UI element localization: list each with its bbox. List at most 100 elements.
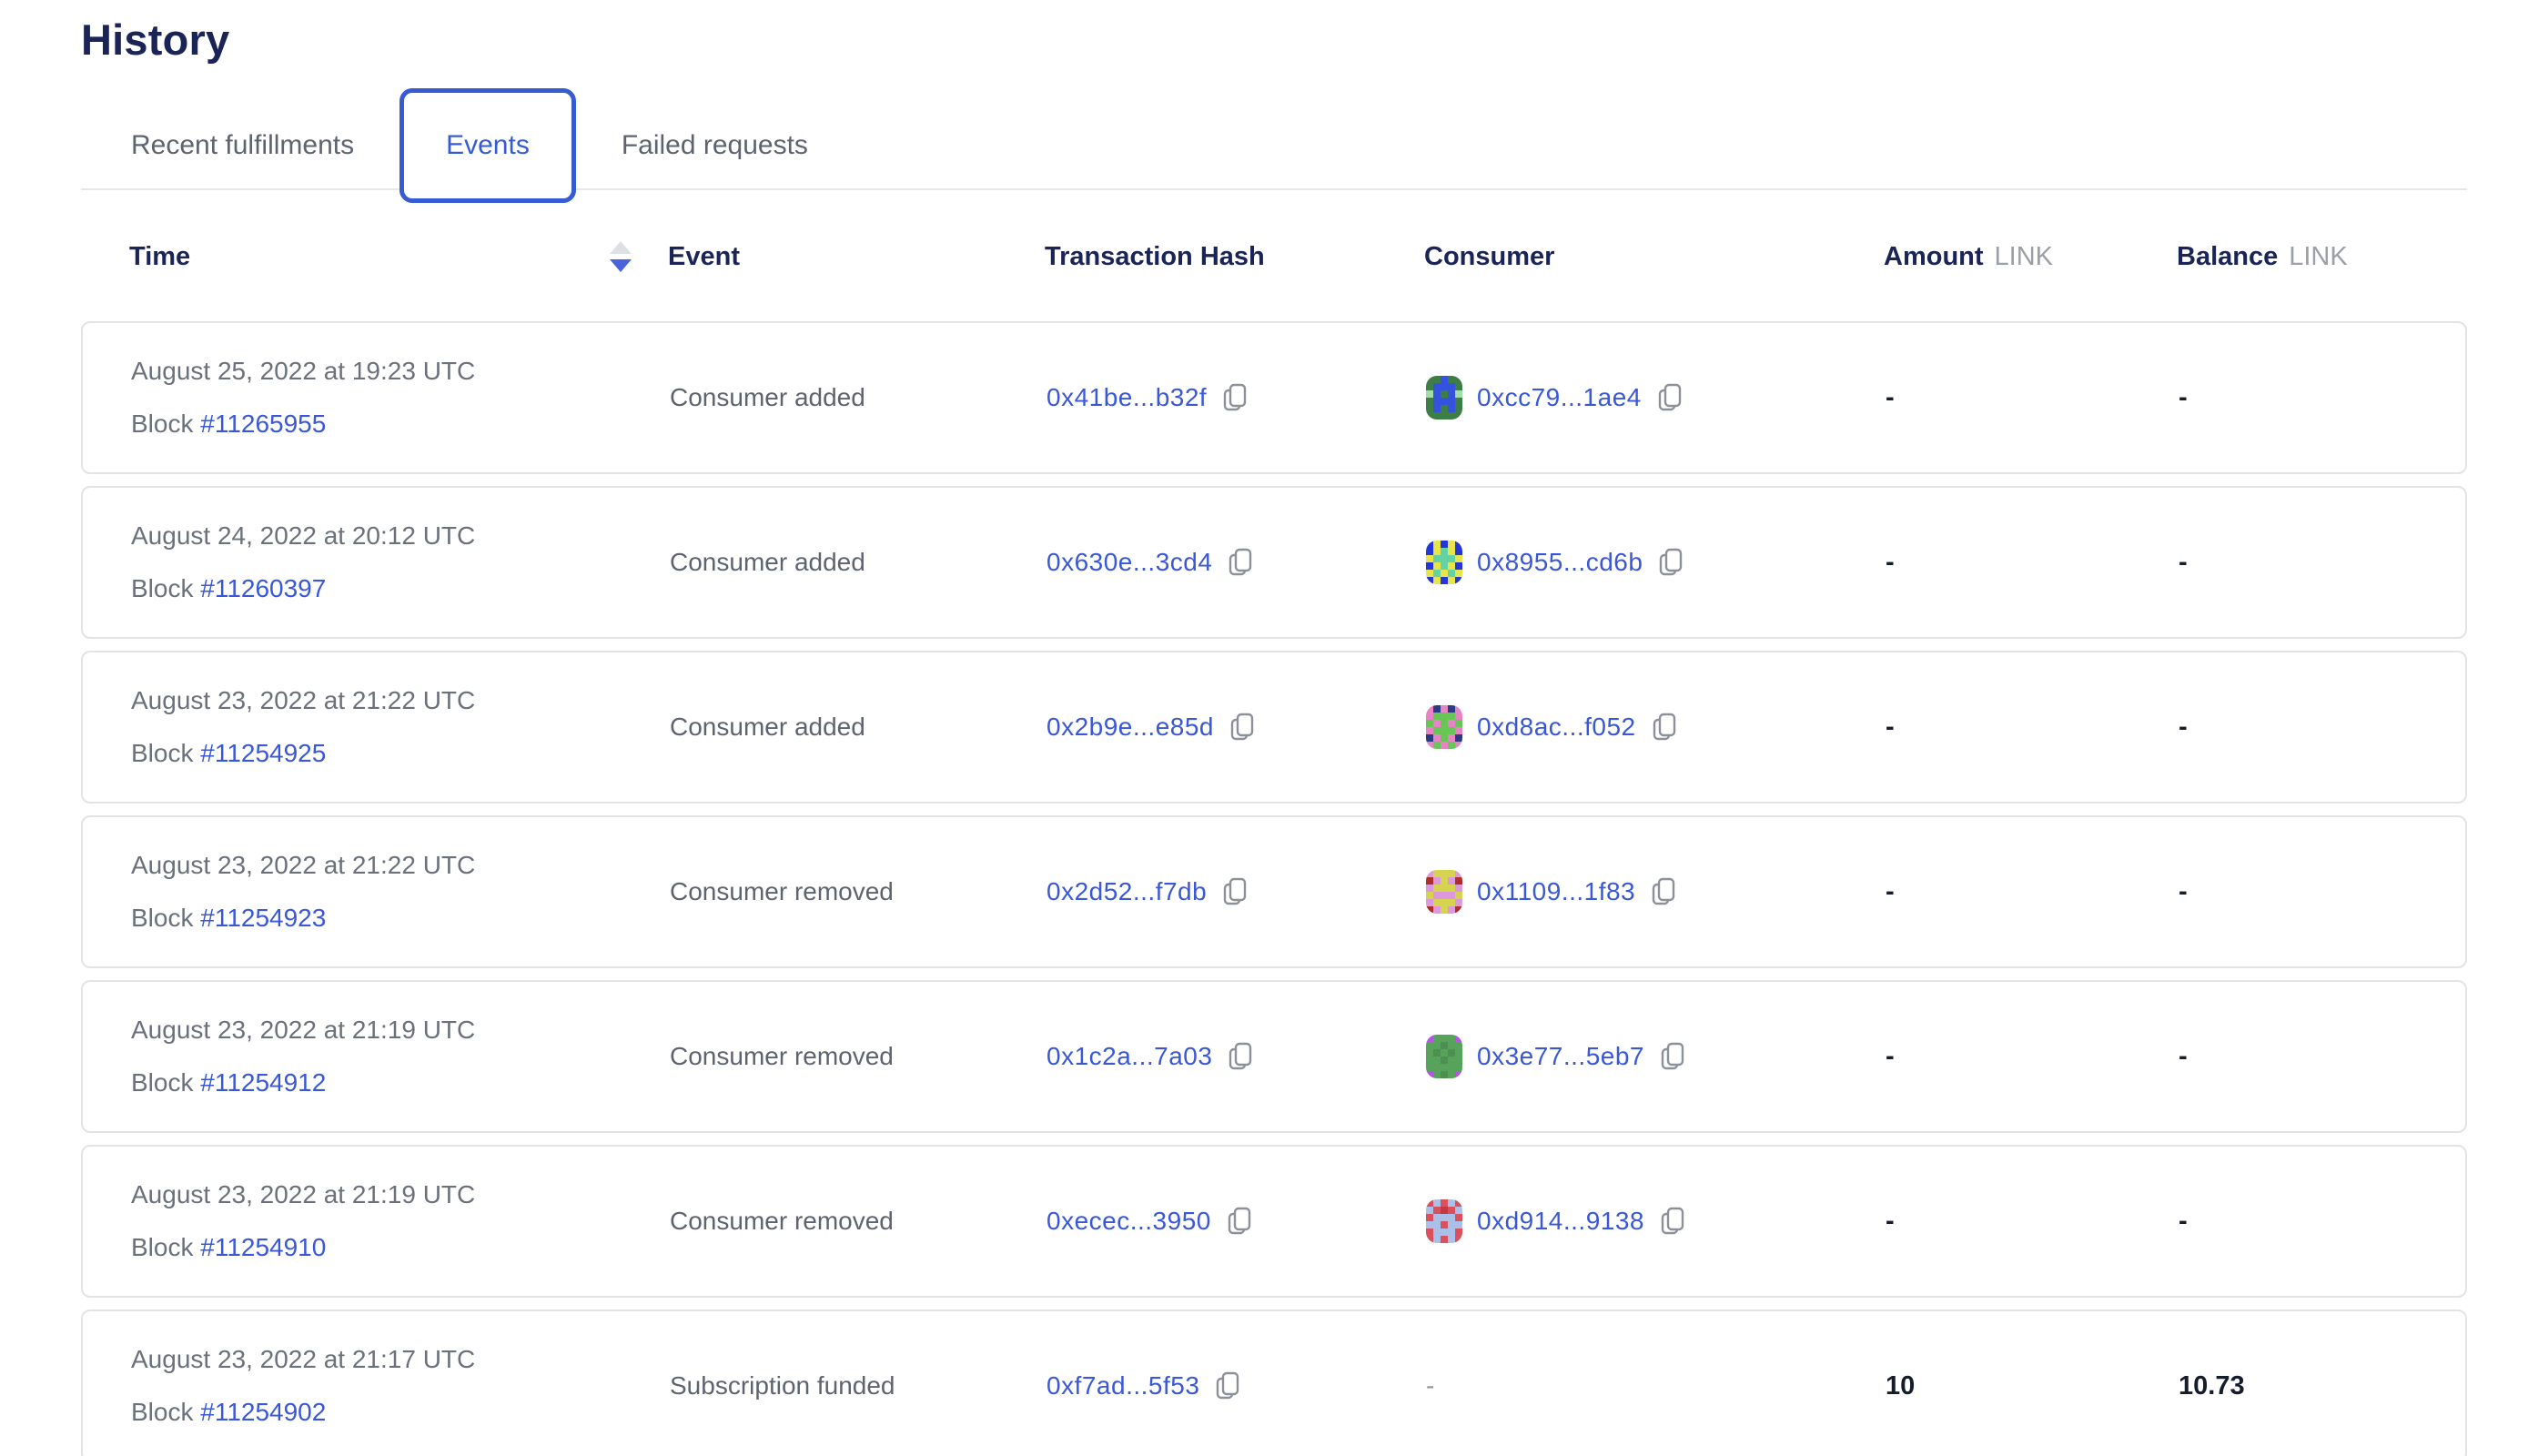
time-cell: August 23, 2022 at 21:22 UTC Block #1125… <box>131 851 670 933</box>
transaction-hash-cell: 0x1c2a...7a03 <box>1047 1041 1426 1072</box>
consumer-avatar-identicon <box>1426 1035 1462 1078</box>
copy-icon[interactable] <box>1229 712 1256 743</box>
copy-icon[interactable] <box>1227 1041 1254 1072</box>
copy-icon[interactable] <box>1226 1206 1253 1237</box>
row-balance-value: - <box>2179 382 2188 412</box>
row-timestamp: August 23, 2022 at 21:22 UTC <box>131 686 476 714</box>
transaction-hash-link[interactable]: 0xecec...3950 <box>1047 1207 1211 1235</box>
consumer-address-link[interactable]: 0xd914...9138 <box>1477 1207 1644 1235</box>
column-header-amount: Amount LINK <box>1884 242 2177 272</box>
balance-header-label: Balance <box>2177 241 2279 271</box>
time-header-label: Time <box>129 241 191 271</box>
block-number-link[interactable]: #11254925 <box>200 739 327 767</box>
block-number-link[interactable]: #11254910 <box>200 1233 327 1261</box>
amount-unit-label: LINK <box>1994 241 2054 271</box>
copy-icon[interactable] <box>1657 547 1684 578</box>
block-number-link[interactable]: #11265955 <box>200 410 327 438</box>
block-label: Block <box>131 739 201 767</box>
column-header-balance: Balance LINK <box>2177 242 2467 272</box>
time-cell: August 23, 2022 at 21:19 UTC Block #1125… <box>131 1016 670 1097</box>
consumer-address-link[interactable]: 0xd8ac...f052 <box>1477 713 1636 741</box>
transaction-hash-cell: 0x630e...3cd4 <box>1047 547 1426 578</box>
row-amount-value: - <box>1886 1041 1895 1071</box>
transaction-hash-link[interactable]: 0xf7ad...5f53 <box>1047 1371 1200 1400</box>
table-row: August 25, 2022 at 19:23 UTC Block #1126… <box>81 321 2467 474</box>
copy-icon[interactable] <box>1659 1041 1686 1072</box>
consumer-address-link[interactable]: 0x1109...1f83 <box>1477 877 1636 905</box>
sort-up-arrow-icon <box>610 241 632 254</box>
column-header-consumer: Consumer <box>1424 241 1555 271</box>
tab-events[interactable]: Events <box>399 88 576 203</box>
balance-unit-label: LINK <box>2289 241 2348 271</box>
block-label: Block <box>131 904 201 932</box>
block-label: Block <box>131 1233 201 1261</box>
consumer-cell: 0x1109...1f83 <box>1426 870 1886 914</box>
row-amount-value: - <box>1886 712 1895 742</box>
block-number-link[interactable]: #11254923 <box>200 904 327 932</box>
row-amount-value: - <box>1886 547 1895 577</box>
copy-icon[interactable] <box>1650 876 1677 907</box>
sort-descending-icon[interactable] <box>610 241 632 272</box>
row-event-type: Subscription funded <box>670 1371 895 1400</box>
copy-icon[interactable] <box>1651 712 1678 743</box>
table-row: August 23, 2022 at 21:19 UTC Block #1125… <box>81 980 2467 1133</box>
page-title: History <box>81 15 230 64</box>
row-block-line: Block #11260397 <box>131 574 670 603</box>
block-label: Block <box>131 574 201 602</box>
block-number-link[interactable]: #11260397 <box>200 574 327 602</box>
transaction-hash-link[interactable]: 0x630e...3cd4 <box>1047 548 1213 576</box>
copy-icon[interactable] <box>1656 382 1684 413</box>
row-timestamp: August 23, 2022 at 21:17 UTC <box>131 1345 476 1373</box>
transaction-hash-cell: 0xecec...3950 <box>1047 1206 1426 1237</box>
consumer-address-link[interactable]: 0xcc79...1ae4 <box>1477 383 1642 411</box>
consumer-empty-value: - <box>1426 1371 1435 1400</box>
tab-recent-fulfillments[interactable]: Recent fulfillments <box>131 130 355 160</box>
copy-icon[interactable] <box>1227 547 1254 578</box>
transaction-hash-cell: 0x41be...b32f <box>1047 382 1426 413</box>
copy-icon[interactable] <box>1221 876 1249 907</box>
history-panel: History Recent fulfillments Events Faile… <box>0 15 2528 1456</box>
block-number-link[interactable]: #11254912 <box>200 1068 327 1097</box>
row-amount-value: - <box>1886 876 1895 906</box>
consumer-address-link[interactable]: 0x8955...cd6b <box>1477 548 1643 576</box>
transaction-hash-cell: 0xf7ad...5f53 <box>1047 1370 1426 1401</box>
consumer-address-link[interactable]: 0x3e77...5eb7 <box>1477 1042 1644 1070</box>
time-cell: August 23, 2022 at 21:19 UTC Block #1125… <box>131 1180 670 1262</box>
table-row: August 23, 2022 at 21:22 UTC Block #1125… <box>81 815 2467 968</box>
row-amount-value: 10 <box>1886 1370 1916 1400</box>
history-tabs: Recent fulfillments Events Failed reques… <box>81 88 2467 203</box>
row-balance-value: - <box>2179 712 2188 742</box>
row-balance-value: - <box>2179 876 2188 906</box>
transaction-hash-link[interactable]: 0x41be...b32f <box>1047 383 1208 411</box>
copy-icon[interactable] <box>1221 382 1249 413</box>
consumer-avatar-identicon <box>1426 870 1462 914</box>
consumer-cell: 0x3e77...5eb7 <box>1426 1035 1886 1078</box>
copy-icon[interactable] <box>1659 1206 1686 1237</box>
transaction-hash-link[interactable]: 0x2b9e...e85d <box>1047 713 1214 741</box>
row-event-type: Consumer removed <box>670 1207 894 1235</box>
row-block-line: Block #11265955 <box>131 410 670 439</box>
consumer-avatar-identicon <box>1426 541 1462 584</box>
amount-header-label: Amount <box>1884 241 1984 271</box>
column-header-event: Event <box>668 241 740 271</box>
tab-failed-requests[interactable]: Failed requests <box>621 130 808 160</box>
row-block-line: Block #11254910 <box>131 1233 670 1262</box>
transaction-hash-link[interactable]: 0x2d52...f7db <box>1047 877 1208 905</box>
transaction-hash-link[interactable]: 0x1c2a...7a03 <box>1047 1042 1213 1070</box>
row-balance-value: - <box>2179 547 2188 577</box>
column-header-transaction-hash: Transaction Hash <box>1045 241 1265 271</box>
row-timestamp: August 23, 2022 at 21:19 UTC <box>131 1016 476 1044</box>
consumer-cell: 0xd8ac...f052 <box>1426 705 1886 749</box>
row-balance-value: - <box>2179 1206 2188 1236</box>
row-event-type: Consumer added <box>670 713 865 741</box>
row-block-line: Block #11254912 <box>131 1068 670 1097</box>
copy-icon[interactable] <box>1214 1370 1241 1401</box>
events-table-body: August 25, 2022 at 19:23 UTC Block #1126… <box>81 321 2467 1456</box>
table-row: August 23, 2022 at 21:22 UTC Block #1125… <box>81 651 2467 804</box>
block-number-link[interactable]: #11254902 <box>200 1398 327 1426</box>
row-timestamp: August 24, 2022 at 20:12 UTC <box>131 521 476 550</box>
time-cell: August 23, 2022 at 21:22 UTC Block #1125… <box>131 686 670 768</box>
row-amount-value: - <box>1886 382 1895 412</box>
row-event-type: Consumer added <box>670 548 865 576</box>
row-timestamp: August 23, 2022 at 21:22 UTC <box>131 851 476 879</box>
